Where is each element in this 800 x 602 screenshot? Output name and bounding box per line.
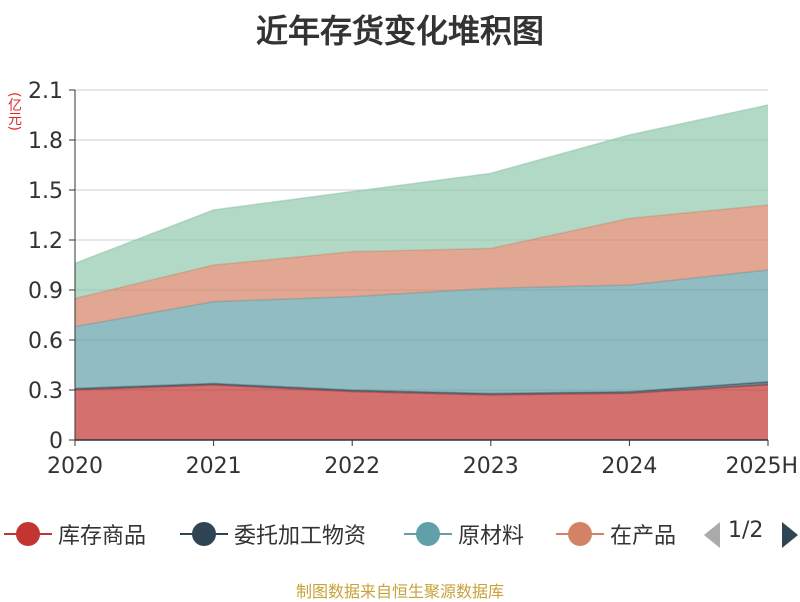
x-tick-label: 2023 (463, 454, 519, 479)
legend-swatch (556, 512, 604, 556)
y-tick-label: 1.8 (28, 129, 63, 154)
legend-item-库存商品[interactable]: 库存商品 (4, 512, 146, 556)
area-series-3[interactable] (75, 205, 768, 327)
area-series-0[interactable] (75, 385, 768, 440)
legend-page-indicator: 1/2 (728, 518, 764, 543)
series-line-4 (74, 104, 769, 265)
y-tick-label: 0.6 (28, 329, 63, 354)
legend-label: 原材料 (458, 524, 525, 549)
x-tick-label: 2021 (186, 454, 242, 479)
legend-item-在产品[interactable]: 在产品 (556, 512, 682, 556)
legend-item-委托加工物资[interactable]: 委托加工物资 (180, 512, 366, 556)
legend: 库存商品 委托加工物资 原材料 在产品 (0, 512, 800, 556)
area-series (74, 104, 769, 440)
y-axis-unit-label: (亿元) (6, 92, 22, 131)
legend-swatch (404, 512, 452, 556)
data-source-note: 制图数据来自恒生聚源数据库 (295, 582, 504, 601)
x-tick-label: 2022 (324, 454, 380, 479)
legend-dot (192, 522, 216, 546)
y-tick-label: 0 (49, 429, 63, 454)
x-tick-label: 2024 (601, 454, 657, 479)
legend-next-page-icon[interactable] (782, 522, 798, 548)
legend-dot (16, 522, 40, 546)
y-tick-label: 1.5 (28, 179, 63, 204)
legend-swatch (4, 512, 52, 556)
chart-title: 近年存货变化堆积图 (255, 12, 544, 50)
legend-prev-page-icon[interactable] (704, 522, 720, 548)
legend-label: 在产品 (610, 524, 677, 549)
legend-label: 委托加工物资 (234, 524, 367, 549)
x-tick-label: 2020 (47, 454, 103, 479)
y-tick-label: 1.2 (28, 229, 63, 254)
axes: 0 0.3 0.6 0.9 1.2 1.5 1.8 2.1 2020 2021 2022 2023 20… (28, 79, 798, 479)
y-tick-label: 0.3 (28, 379, 63, 404)
y-tick-label: 0.9 (28, 279, 63, 304)
area-series-4[interactable] (75, 105, 768, 299)
y-tick-label: 2.1 (28, 79, 63, 104)
x-tick-label: 2025H (725, 454, 798, 479)
legend-dot (416, 522, 440, 546)
legend-swatch (180, 512, 228, 556)
legend-dot (568, 522, 592, 546)
legend-label: 库存商品 (58, 524, 147, 549)
legend-item-原材料[interactable]: 原材料 (404, 512, 524, 556)
